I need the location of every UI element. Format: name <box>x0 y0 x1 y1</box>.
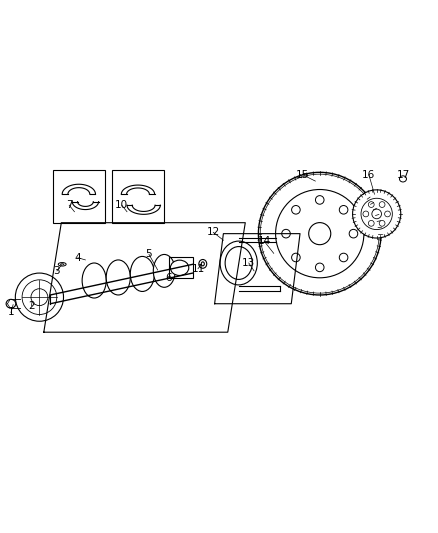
Circle shape <box>15 273 64 321</box>
Ellipse shape <box>82 263 106 298</box>
Text: 6: 6 <box>165 273 172 284</box>
Ellipse shape <box>60 264 64 265</box>
Text: 1: 1 <box>7 308 14 318</box>
Text: 10: 10 <box>115 200 128 210</box>
Text: 4: 4 <box>74 253 81 263</box>
Text: 14: 14 <box>258 236 271 246</box>
Ellipse shape <box>58 263 66 266</box>
Ellipse shape <box>225 247 252 279</box>
Ellipse shape <box>399 176 406 182</box>
Ellipse shape <box>131 256 154 292</box>
Ellipse shape <box>201 262 204 266</box>
Ellipse shape <box>153 254 175 287</box>
Bar <box>112 170 164 223</box>
Bar <box>169 257 193 278</box>
Text: 16: 16 <box>362 169 375 180</box>
Ellipse shape <box>199 260 207 268</box>
Text: 7: 7 <box>66 200 73 210</box>
Text: 15: 15 <box>296 169 309 180</box>
Ellipse shape <box>220 241 257 285</box>
Text: 17: 17 <box>397 169 410 180</box>
Text: 11: 11 <box>191 264 205 273</box>
Text: 5: 5 <box>145 249 152 259</box>
Text: 2: 2 <box>28 301 35 311</box>
Ellipse shape <box>170 260 189 276</box>
Circle shape <box>258 172 381 295</box>
Circle shape <box>260 174 379 293</box>
Text: 3: 3 <box>53 266 60 276</box>
Text: 12: 12 <box>207 228 220 237</box>
Ellipse shape <box>106 260 131 295</box>
Ellipse shape <box>6 300 16 308</box>
Text: 13: 13 <box>242 258 255 268</box>
Circle shape <box>353 190 401 238</box>
Bar <box>53 170 105 223</box>
